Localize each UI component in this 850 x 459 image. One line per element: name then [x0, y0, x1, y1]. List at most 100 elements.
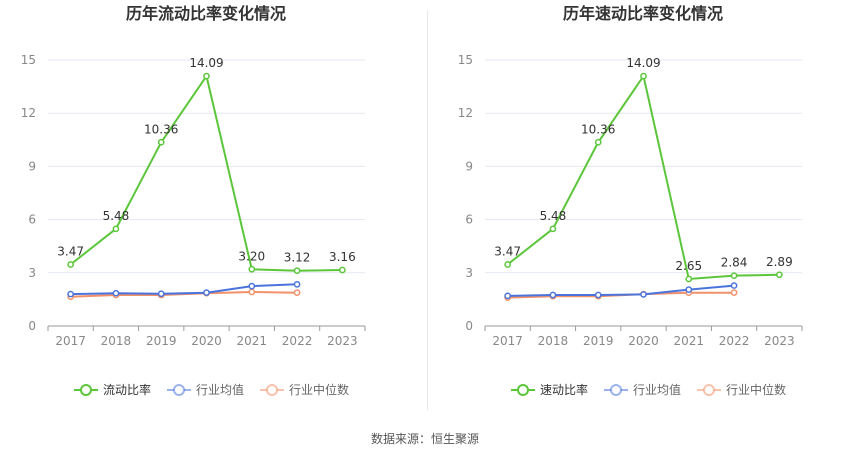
- data-label: 10.36: [144, 122, 178, 136]
- quick-ratio-chart: 历年速动比率变化情况 0 3 6 9 12 15 2017 2018 2019 2020 2021 20…: [458, 4, 803, 397]
- data-label: 14.09: [189, 56, 223, 70]
- legend-item[interactable]: 流动比率: [74, 382, 151, 397]
- data-point[interactable]: [640, 291, 647, 298]
- y-tick-label: 15: [458, 53, 473, 67]
- data-label: 14.09: [626, 56, 660, 70]
- chart-title: 历年流动比率变化情况: [126, 4, 286, 23]
- x-tick-label: 2021: [674, 334, 705, 348]
- x-tick-label: 2021: [237, 334, 268, 348]
- data-point[interactable]: [685, 286, 693, 293]
- y-tick-label: 3: [465, 266, 473, 280]
- x-tick-label: 2018: [538, 334, 569, 348]
- legend-item[interactable]: 行业均值: [604, 382, 681, 397]
- data-point[interactable]: [730, 282, 738, 289]
- y-tick-label: 9: [465, 159, 473, 173]
- data-label: 5.48: [540, 209, 567, 223]
- data-point[interactable]: [730, 289, 738, 297]
- legend-item[interactable]: 行业均值: [167, 382, 244, 397]
- chart-title: 历年速动比率变化情况: [563, 4, 723, 23]
- y-tick-label: 15: [21, 53, 36, 67]
- data-point[interactable]: [67, 290, 74, 298]
- data-label: 3.47: [57, 244, 84, 258]
- data-label: 10.36: [581, 122, 615, 136]
- y-tick-label: 9: [28, 159, 36, 173]
- legend-label: 行业中位数: [289, 382, 349, 397]
- data-label: 3.12: [284, 251, 311, 265]
- legend-label: 行业均值: [633, 382, 681, 397]
- data-point[interactable]: [594, 138, 602, 146]
- current-ratio-chart: 历年流动比率变化情况 0 3 6 9 12 15 2017 2018 2019 2020 2021 20…: [21, 4, 366, 397]
- chart-divider: [427, 10, 428, 410]
- data-label: 2.65: [675, 259, 702, 273]
- data-point[interactable]: [157, 138, 165, 146]
- x-tick-label: 2023: [764, 334, 795, 348]
- legend-label: 行业均值: [196, 382, 244, 397]
- legend-marker: [173, 384, 185, 396]
- y-tick-label: 12: [458, 106, 473, 120]
- y-tick-label: 12: [21, 106, 36, 120]
- legend-label: 速动比率: [540, 382, 588, 397]
- legend-marker: [703, 384, 715, 396]
- data-point[interactable]: [248, 265, 256, 273]
- data-point[interactable]: [776, 271, 783, 279]
- chart-legend: 流动比率 行业均值 行业中位数: [74, 382, 349, 397]
- x-tick-label: 2022: [719, 334, 750, 348]
- x-tick-label: 2017: [55, 334, 86, 348]
- data-point[interactable]: [685, 275, 693, 283]
- data-point[interactable]: [640, 72, 647, 80]
- data-label: 3.47: [494, 244, 521, 258]
- y-tick-label: 6: [28, 213, 36, 227]
- legend-marker: [80, 384, 92, 396]
- y-tick-label: 3: [28, 266, 36, 280]
- legend-label: 行业中位数: [726, 382, 786, 397]
- data-point[interactable]: [203, 72, 210, 80]
- data-point[interactable]: [293, 267, 301, 275]
- data-point[interactable]: [112, 225, 120, 233]
- x-tick-label: 2019: [583, 334, 614, 348]
- y-tick-label: 0: [465, 319, 473, 333]
- data-label: 2.84: [721, 256, 748, 270]
- data-point[interactable]: [157, 290, 165, 298]
- data-label: 3.20: [238, 249, 265, 263]
- data-label: 2.89: [766, 255, 793, 269]
- x-tick-label: 2023: [327, 334, 358, 348]
- series-line: [70, 283, 298, 296]
- x-tick-label: 2020: [191, 334, 222, 348]
- x-tick-label: 2017: [492, 334, 523, 348]
- data-point[interactable]: [549, 291, 557, 299]
- y-tick-label: 0: [28, 319, 36, 333]
- data-point[interactable]: [549, 225, 557, 233]
- data-point[interactable]: [504, 261, 511, 268]
- series-line: [506, 73, 780, 281]
- y-tick-label: 6: [465, 213, 473, 227]
- legend-marker: [266, 384, 278, 396]
- series-line: [507, 284, 735, 297]
- x-tick-label: 2018: [101, 334, 132, 348]
- data-point[interactable]: [730, 272, 738, 279]
- chart-legend: 速动比率 行业均值 行业中位数: [511, 382, 786, 397]
- data-point[interactable]: [203, 289, 210, 297]
- legend-item[interactable]: 行业中位数: [260, 382, 349, 397]
- legend-item[interactable]: 行业中位数: [697, 382, 786, 397]
- x-tick-label: 2019: [146, 334, 177, 348]
- x-tick-label: 2020: [628, 334, 659, 348]
- data-source-note: 数据来源：恒生聚源: [370, 432, 479, 446]
- data-point[interactable]: [67, 261, 74, 268]
- data-point[interactable]: [293, 289, 301, 297]
- data-point[interactable]: [339, 266, 346, 274]
- series-line: [69, 73, 343, 272]
- data-point[interactable]: [248, 282, 256, 290]
- legend-marker: [610, 384, 622, 396]
- data-label: 3.16: [329, 250, 356, 264]
- data-point[interactable]: [112, 289, 120, 297]
- legend-marker: [517, 384, 529, 396]
- legend-label: 流动比率: [103, 382, 151, 397]
- data-label: 5.48: [103, 209, 130, 223]
- legend-item[interactable]: 速动比率: [511, 382, 588, 397]
- x-tick-label: 2022: [282, 334, 313, 348]
- data-point[interactable]: [504, 292, 511, 300]
- data-point[interactable]: [594, 291, 602, 299]
- data-point[interactable]: [293, 280, 301, 288]
- data-point[interactable]: [248, 288, 256, 296]
